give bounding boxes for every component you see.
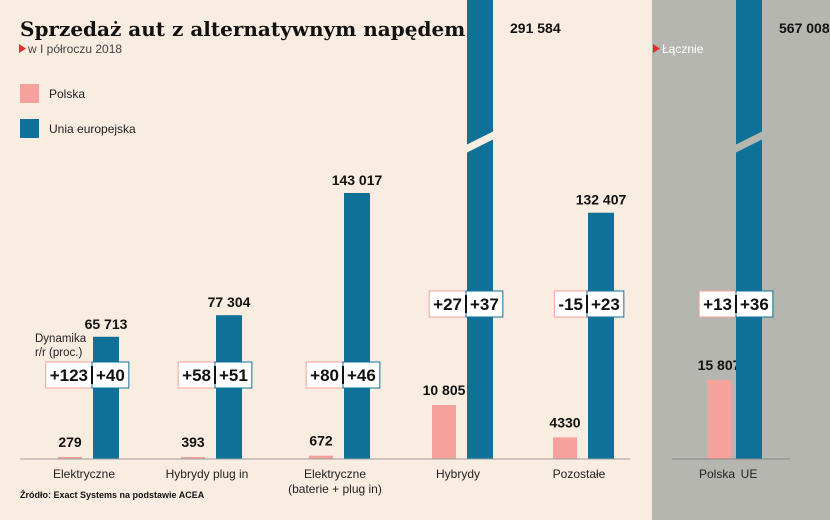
category-label-2-line-2: (baterie + plug in)	[288, 482, 382, 496]
value-label-ue-1: 77 304	[208, 294, 251, 310]
value-label-ue-4: 132 407	[576, 192, 627, 208]
dynamics-box-ue-1	[214, 361, 253, 389]
category-label-0: Elektryczne	[53, 467, 115, 481]
dynamics-box-ue-2	[342, 361, 381, 389]
bar-polska-4	[553, 437, 577, 459]
bar-ue-total	[736, 0, 762, 459]
value-label-polska-3: 10 805	[423, 382, 466, 398]
dynamics-polska-total: +13	[703, 295, 732, 314]
bar-polska-total	[707, 379, 731, 459]
bar-ue-0	[93, 336, 119, 459]
dynamics-polska-1: +58	[182, 366, 211, 385]
dynamics-ue-total: +36	[740, 295, 769, 314]
chart-subtitle: w I półroczu 2018	[27, 42, 122, 56]
value-label-polska-4: 4330	[549, 414, 580, 430]
axis-break-3	[464, 130, 496, 154]
dynamics-box-ue-0	[91, 361, 130, 389]
value-label-polska-1: 393	[181, 434, 205, 450]
total-category-ue: UE	[741, 467, 758, 481]
dynamics-box-ue-total	[735, 290, 774, 318]
dynamics-polska-3: +27	[433, 295, 462, 314]
legend-label-polska: Polska	[49, 87, 85, 101]
category-label-3: Hybrydy	[436, 467, 480, 481]
dynamics-ue-0: +40	[96, 366, 125, 385]
category-label-4: Pozostałe	[553, 467, 606, 481]
value-label-polska-2: 672	[309, 433, 333, 449]
dynamics-label-line-2: r/r (proc.)	[35, 347, 82, 359]
chart-title: Sprzedaż aut z alternatywnym napędem	[20, 17, 465, 41]
legend-swatch-ue	[20, 119, 39, 138]
total-label: Łącznie	[662, 42, 704, 56]
subtitle-arrow-icon	[19, 44, 26, 53]
bar-polska-3	[432, 404, 456, 459]
bar-ue-4	[588, 212, 614, 459]
bar-polska-2	[309, 455, 333, 459]
dynamics-ue-2: +46	[347, 366, 376, 385]
dynamics-polska-0: +123	[50, 366, 88, 385]
dynamics-polska-4: -15	[558, 295, 583, 314]
source-note: Źródło: Exact Systems na podstawie ACEA	[20, 490, 205, 500]
bar-polska-0	[58, 457, 82, 459]
dynamics-polska-2: +80	[310, 366, 339, 385]
bar-ue-3	[467, 0, 493, 459]
category-label-1: Hybrydy plug in	[166, 467, 249, 481]
dynamics-ue-1: +51	[219, 366, 248, 385]
dynamics-label-line-1: Dynamika	[35, 333, 87, 345]
total-category-polska: Polska	[699, 467, 735, 481]
bars-layer: 279 65 713 +123 +40 Elektryczne 393 77 304 +58 +…	[45, 0, 830, 496]
category-label-2: Elektryczne	[304, 467, 366, 481]
axis-break-total	[733, 130, 765, 154]
legend-label-ue: Unia europejska	[49, 122, 136, 136]
bar-ue-2	[344, 192, 370, 459]
bar-polska-1	[181, 457, 205, 459]
value-label-ue-0: 65 713	[85, 316, 128, 332]
dynamics-box-ue-3	[465, 290, 504, 318]
total-arrow-icon	[653, 44, 660, 53]
value-label-ue-2: 143 017	[332, 172, 383, 188]
value-label-ue-3: 291 584	[510, 20, 561, 36]
value-label-polska-0: 279	[58, 434, 82, 450]
value-label-ue-total: 567 008	[779, 20, 830, 36]
legend-swatch-polska	[20, 84, 39, 103]
value-label-polska-total: 15 807	[698, 357, 741, 373]
dynamics-ue-3: +37	[470, 295, 499, 314]
dynamics-ue-4: +23	[591, 295, 620, 314]
dynamics-box-polska-3	[428, 290, 467, 318]
dynamics-label: Dynamika r/r (proc.)	[35, 333, 89, 359]
